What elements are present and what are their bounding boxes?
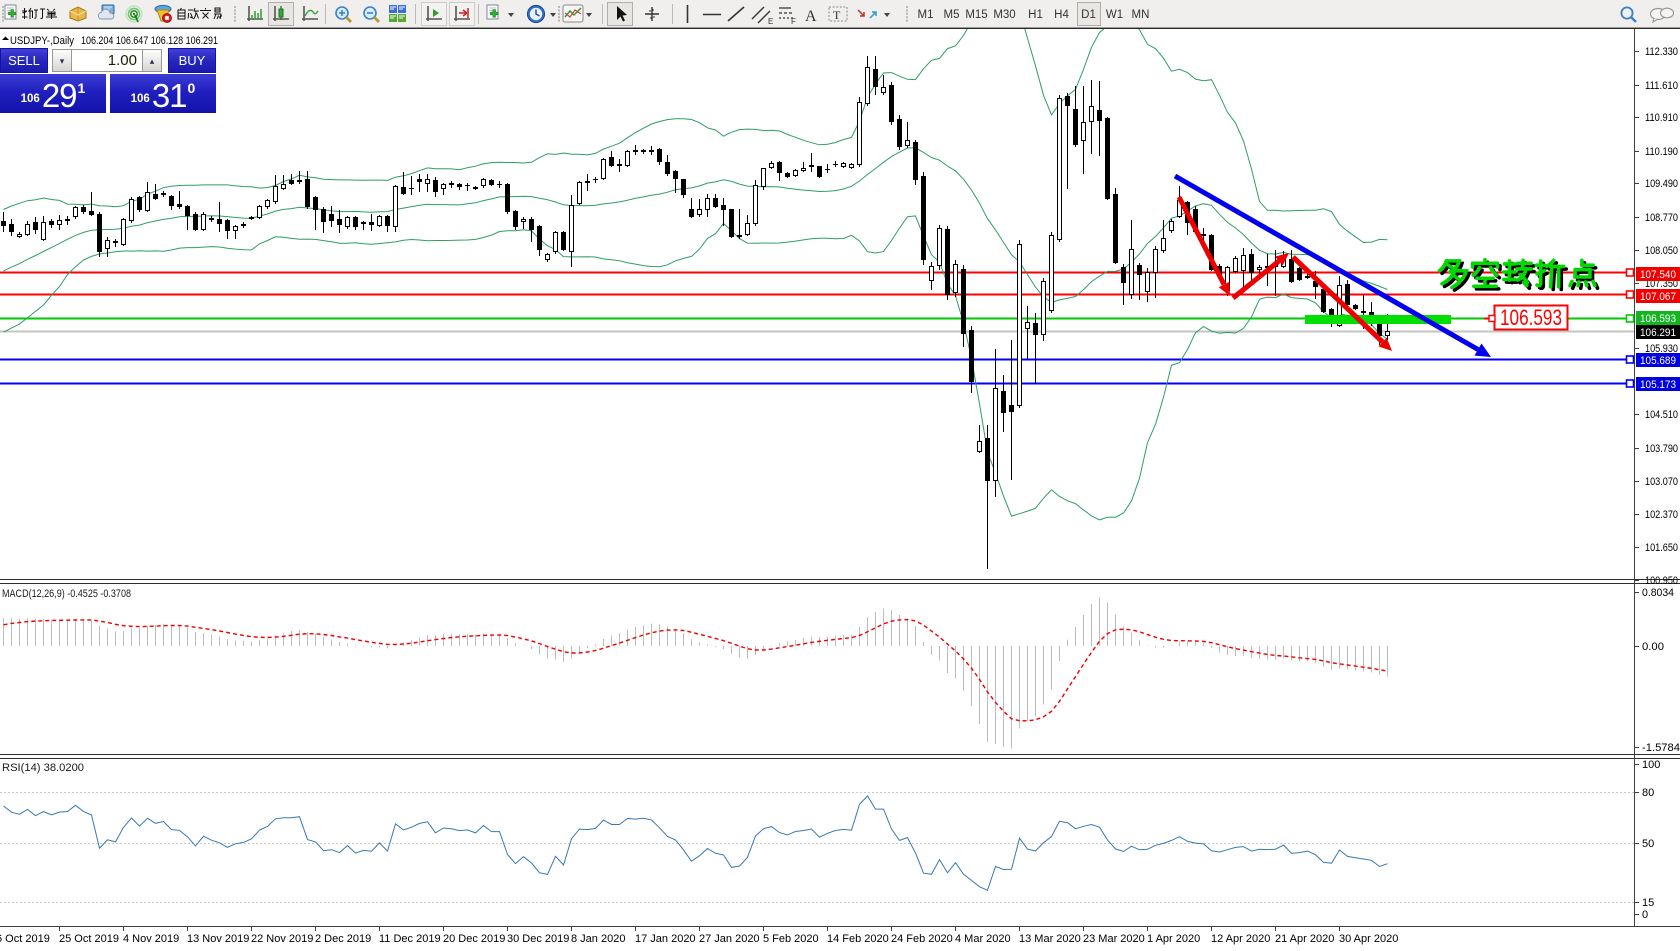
svg-text:50: 50 [1642, 838, 1654, 850]
svg-text:8 Jan 2020: 8 Jan 2020 [571, 933, 625, 945]
svg-text:A: A [805, 8, 817, 25]
svg-text:110.190: 110.190 [1645, 146, 1678, 158]
svg-text:103.790: 103.790 [1645, 443, 1678, 455]
svg-text:4 Mar 2020: 4 Mar 2020 [955, 933, 1011, 945]
svg-text:30 Dec 2019: 30 Dec 2019 [507, 933, 569, 945]
svg-text:14 Feb 2020: 14 Feb 2020 [827, 933, 889, 945]
svg-text:1 Apr 2020: 1 Apr 2020 [1147, 933, 1200, 945]
svg-text:H4: H4 [1054, 9, 1069, 21]
svg-text:6 Oct 2019: 6 Oct 2019 [0, 933, 50, 945]
svg-text:T: T [833, 8, 841, 22]
svg-text:23 Mar 2020: 23 Mar 2020 [1083, 933, 1145, 945]
svg-text:H1: H1 [1028, 9, 1043, 21]
svg-text:13 Mar 2020: 13 Mar 2020 [1019, 933, 1081, 945]
svg-text:22 Nov 2019: 22 Nov 2019 [251, 933, 313, 945]
svg-text:-1.5784: -1.5784 [1642, 742, 1680, 754]
svg-text:105.689: 105.689 [1640, 355, 1676, 367]
svg-text:0: 0 [1642, 909, 1648, 921]
svg-text:15: 15 [1642, 897, 1654, 909]
svg-text:MACD(12,26,9) -0.4525 -0.3708: MACD(12,26,9) -0.4525 -0.3708 [2, 588, 131, 600]
svg-text:107.540: 107.540 [1640, 269, 1676, 281]
svg-text:106.204 106.647 106.128 106.29: 106.204 106.647 106.128 106.291 [81, 35, 218, 47]
svg-text:USDJPY-,Daily: USDJPY-,Daily [10, 35, 74, 47]
svg-text:W1: W1 [1106, 9, 1123, 21]
svg-text:24 Feb 2020: 24 Feb 2020 [891, 933, 953, 945]
svg-text:RSI(14) 38.0200: RSI(14) 38.0200 [2, 762, 84, 774]
svg-text:106.593: 106.593 [1500, 305, 1562, 330]
svg-text:108.770: 108.770 [1645, 212, 1678, 224]
svg-text:80: 80 [1642, 787, 1654, 799]
svg-text:11 Dec 2019: 11 Dec 2019 [379, 933, 441, 945]
svg-text:12 Apr 2020: 12 Apr 2020 [1211, 933, 1270, 945]
svg-text:2 Dec 2019: 2 Dec 2019 [315, 933, 371, 945]
svg-text:0.8034: 0.8034 [1642, 587, 1674, 599]
svg-text:M15: M15 [965, 9, 987, 21]
svg-text:30 Apr 2020: 30 Apr 2020 [1339, 933, 1398, 945]
svg-text:M1: M1 [918, 9, 934, 21]
svg-text:5 Feb 2020: 5 Feb 2020 [763, 933, 819, 945]
svg-text:106.291: 106.291 [1640, 327, 1676, 339]
svg-text:100: 100 [1642, 759, 1660, 771]
svg-text:104.510: 104.510 [1645, 409, 1678, 421]
svg-text:102.370: 102.370 [1645, 509, 1678, 521]
svg-text:E: E [768, 17, 773, 26]
svg-text:101.650: 101.650 [1645, 542, 1678, 554]
svg-text:109.490: 109.490 [1645, 178, 1678, 190]
svg-text:M30: M30 [993, 9, 1015, 21]
svg-text:106.593: 106.593 [1640, 313, 1676, 325]
svg-text:108.050: 108.050 [1645, 245, 1678, 257]
svg-text:4 Nov 2019: 4 Nov 2019 [123, 933, 179, 945]
svg-text:25 Oct 2019: 25 Oct 2019 [59, 933, 119, 945]
svg-text:110.910: 110.910 [1645, 112, 1678, 124]
svg-text:107.067: 107.067 [1640, 291, 1676, 303]
svg-text:F: F [791, 17, 796, 26]
svg-text:105.173: 105.173 [1640, 379, 1676, 391]
svg-text:17 Jan 2020: 17 Jan 2020 [635, 933, 696, 945]
svg-text:27 Jan 2020: 27 Jan 2020 [699, 933, 760, 945]
svg-text:103.070: 103.070 [1645, 476, 1678, 488]
svg-text:112.330: 112.330 [1645, 46, 1678, 58]
svg-text:20 Dec 2019: 20 Dec 2019 [443, 933, 505, 945]
svg-text:100.950: 100.950 [1645, 575, 1678, 587]
svg-text:111.610: 111.610 [1645, 80, 1678, 92]
svg-text:105.930: 105.930 [1645, 343, 1678, 355]
svg-text:M5: M5 [944, 9, 960, 21]
svg-text:D1: D1 [1081, 9, 1096, 21]
svg-text:0.00: 0.00 [1642, 641, 1664, 653]
svg-text:13 Nov 2019: 13 Nov 2019 [187, 933, 249, 945]
svg-text:21 Apr 2020: 21 Apr 2020 [1275, 933, 1334, 945]
svg-text:MN: MN [1132, 9, 1150, 21]
